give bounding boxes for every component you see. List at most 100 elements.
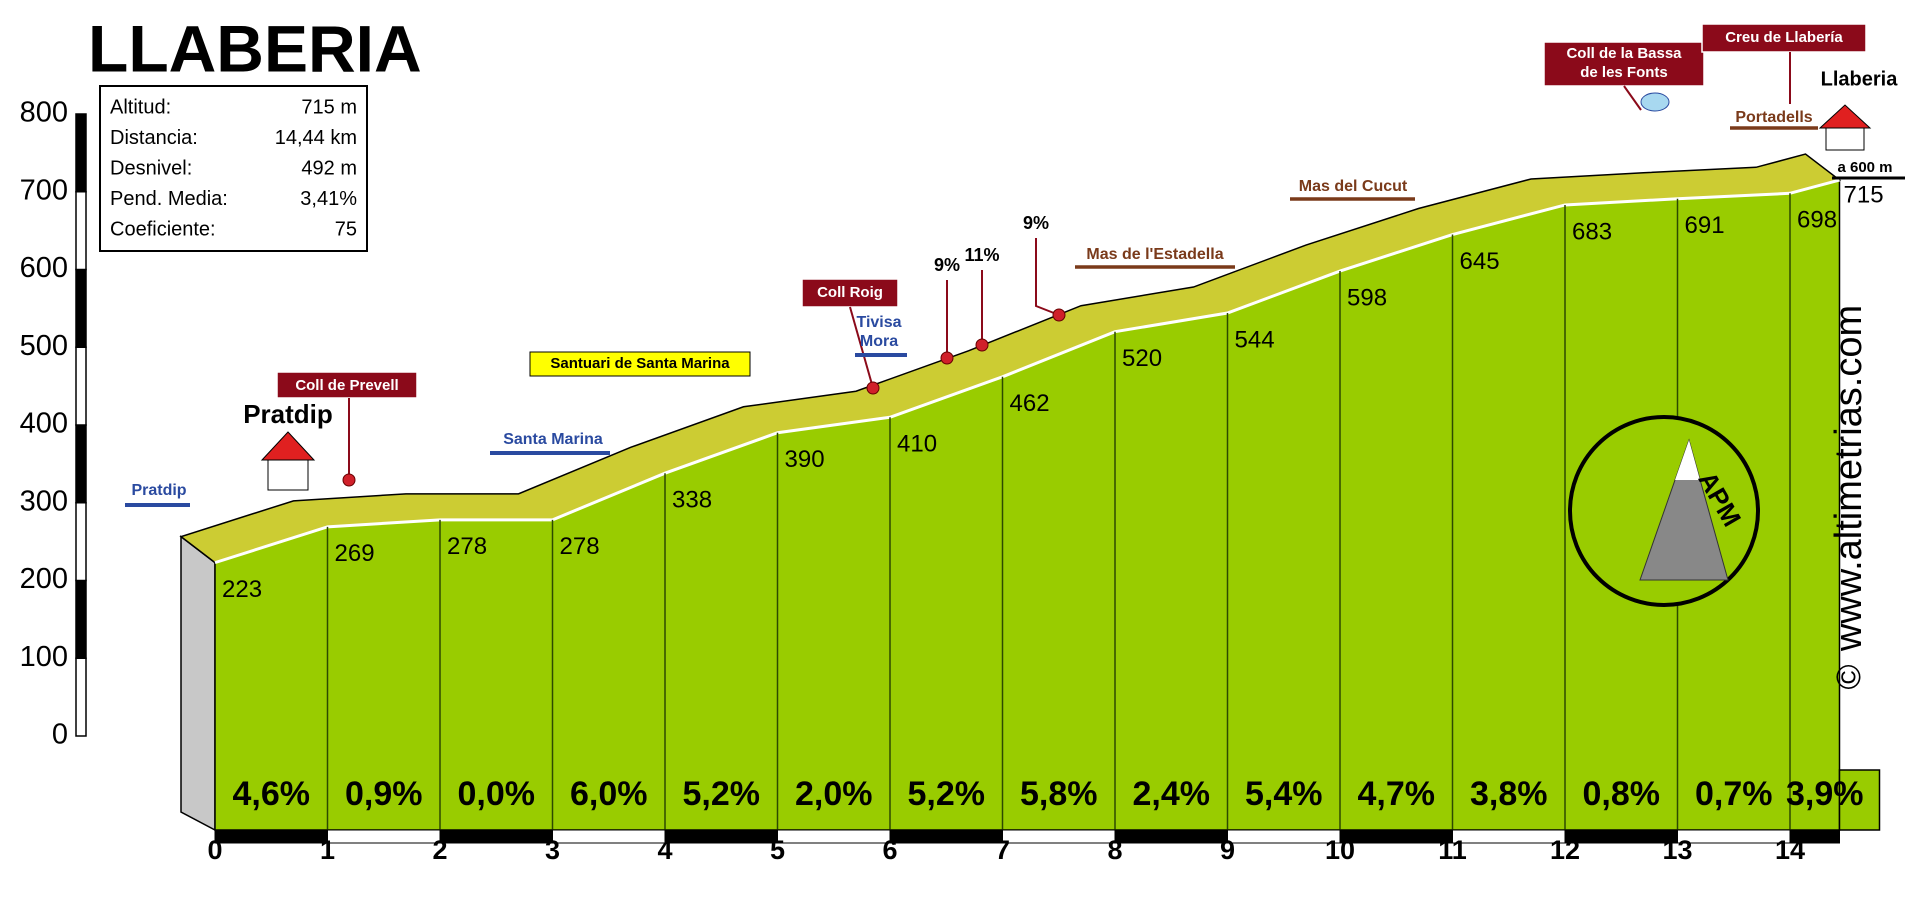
- info-label: Pend. Media:: [110, 188, 228, 210]
- axis-segment: [75, 657, 87, 737]
- pass-label: de les Fonts: [1580, 64, 1668, 81]
- fountain-icon: [1640, 92, 1670, 112]
- x-tick-label: 14: [1775, 835, 1805, 865]
- y-tick-label: 0: [52, 719, 68, 751]
- x-tick-label: 13: [1662, 835, 1692, 865]
- scale-segment: [1339, 829, 1453, 844]
- x-tick-label: 2: [432, 835, 447, 865]
- website: www.altimetrias.com: [1828, 305, 1870, 652]
- x-tick-label: 7: [995, 835, 1010, 865]
- scale-segment: [552, 829, 666, 844]
- x-tick-label: 3: [545, 835, 560, 865]
- sanctuary-label: Santuari de Santa Marina: [550, 355, 730, 372]
- elevation-label: 462: [1010, 390, 1050, 417]
- x-tick-label: 12: [1550, 835, 1580, 865]
- elevation-label: 698: [1797, 207, 1837, 234]
- pass-label: Coll Roig: [817, 284, 883, 301]
- elevation-label: 223: [222, 576, 262, 603]
- y-tick-label: 600: [20, 252, 68, 284]
- town-label: Pratdip: [243, 399, 333, 429]
- scale-segment: [439, 829, 553, 844]
- pass-label: Creu de Llabería: [1725, 29, 1843, 46]
- x-tick-label: 8: [1107, 835, 1122, 865]
- gradient-label: 4,7%: [1358, 775, 1436, 813]
- chart-title: LLABERIA: [88, 11, 422, 85]
- x-tick-label: 11: [1438, 835, 1467, 865]
- scale-segment: [777, 829, 891, 844]
- elevation-label: 544: [1235, 326, 1275, 353]
- logo-mountain: [1639, 438, 1729, 581]
- info-label: Altitud:: [110, 96, 171, 118]
- gradient-label: 2,0%: [795, 775, 873, 813]
- info-label: Distancia:: [110, 127, 198, 149]
- y-tick-label: 700: [20, 174, 68, 206]
- direction-label: Santa Marina: [503, 431, 603, 448]
- scale-segment: [1227, 829, 1341, 844]
- scale-segment: [1564, 829, 1678, 844]
- x-tick-label: 0: [207, 835, 222, 865]
- point: [940, 351, 954, 365]
- elevation-label: 410: [897, 431, 937, 458]
- gradient-label: 5,2%: [908, 775, 986, 813]
- scale-segment: [1002, 829, 1116, 844]
- leader: [849, 306, 874, 389]
- gradient-label: 0,9%: [345, 775, 423, 813]
- gradient-label: 6,0%: [570, 775, 648, 813]
- label-box: [1701, 23, 1867, 53]
- pass-label: Coll de la Bassa: [1566, 45, 1682, 62]
- elevation-label: 691: [1685, 212, 1725, 239]
- elevation-label: 715: [1844, 181, 1884, 208]
- x-tick-label: 6: [882, 835, 897, 865]
- info-box: [99, 85, 368, 252]
- logo-peak: [1675, 440, 1700, 480]
- point: [866, 381, 880, 395]
- scale-segment: [327, 829, 441, 844]
- pass-label: Coll de Prevell: [295, 377, 398, 394]
- elevation-label: 645: [1460, 248, 1500, 275]
- gradient-label: 0,7%: [1695, 775, 1773, 813]
- house-icon: [267, 459, 309, 491]
- point: [975, 338, 989, 352]
- info-value: 3,41%: [300, 188, 357, 210]
- y-tick-label: 400: [20, 408, 68, 440]
- axis-segment: [75, 191, 87, 271]
- axis-segment: [75, 113, 87, 193]
- gradient-label: 0,0%: [458, 775, 536, 813]
- house-icon: [1818, 104, 1872, 129]
- scale-segment: [664, 829, 778, 844]
- note-label: a 600 m: [1837, 159, 1892, 176]
- ramp-label: 9%: [934, 255, 960, 275]
- direction-label: Tivisa: [856, 314, 901, 331]
- y-tick-label: 800: [20, 97, 68, 129]
- profile-step: [1838, 769, 1881, 831]
- scale-segment: [1452, 829, 1566, 844]
- gradient-label: 3,9%: [1786, 775, 1864, 813]
- axis-segment: [75, 346, 87, 426]
- elevation-label: 390: [785, 446, 825, 473]
- side-face: [180, 535, 216, 832]
- info-value: 14,44 km: [275, 127, 357, 149]
- axis-segment: [75, 502, 87, 582]
- x-tick-label: 4: [657, 835, 672, 865]
- label-box: [529, 351, 751, 377]
- info-value: 492 m: [301, 157, 357, 179]
- point: [342, 473, 356, 487]
- y-tick-label: 200: [20, 563, 68, 595]
- place-label: Mas del Cucut: [1299, 178, 1408, 195]
- x-tick-label: 10: [1325, 835, 1355, 865]
- copyright: ©: [1830, 664, 1868, 689]
- profile-edge: [214, 178, 1840, 565]
- gradient-label: 5,4%: [1245, 775, 1323, 813]
- scale-segment: [1114, 829, 1228, 844]
- scale-segment: [889, 829, 1003, 844]
- house-icon: [1825, 127, 1865, 151]
- label-box: [801, 278, 899, 308]
- direction-label: Mora: [860, 333, 898, 350]
- leader: [1035, 238, 1060, 316]
- ramp-label: 11%: [964, 245, 999, 265]
- scale-segment: [1677, 829, 1791, 844]
- place-label: Portadells: [1735, 109, 1812, 126]
- place-label: Mas de l'Estadella: [1086, 246, 1223, 263]
